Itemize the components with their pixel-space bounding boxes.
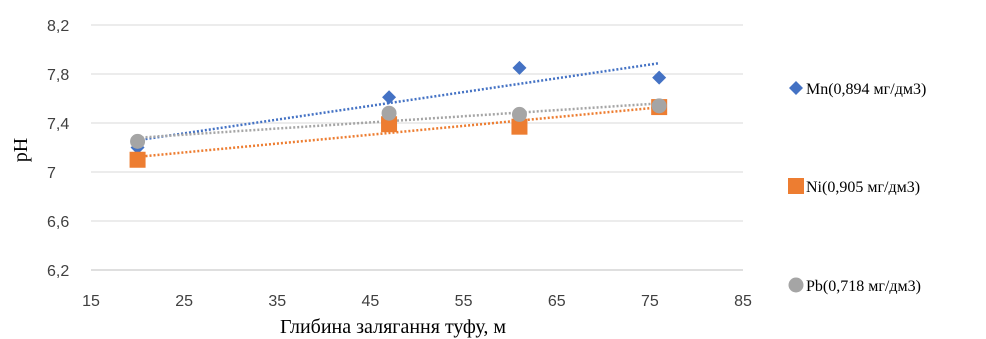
x-tick-label: 25 (175, 293, 193, 310)
y-tick-label: 8,2 (47, 18, 69, 35)
data-point-square (381, 116, 398, 133)
gridlines (91, 24, 743, 222)
data-points (129, 60, 668, 168)
x-axis-title: Глибина залягання туфу, м (280, 316, 506, 338)
y-tick-label: 6,6 (47, 214, 69, 231)
x-tick-label: 85 (734, 293, 752, 310)
trendlines (137, 61, 660, 159)
data-point-diamond (652, 70, 667, 85)
legend-label: Pb(0,718 мг/дм3) (806, 278, 921, 295)
y-axis-title: pH (10, 138, 32, 162)
x-tick-label: 75 (641, 293, 659, 310)
trendline-diamond (137, 61, 660, 142)
trendline-circle (137, 102, 660, 139)
data-point-square (129, 151, 146, 168)
data-point-diamond (512, 60, 527, 75)
x-tick-label: 55 (455, 293, 473, 310)
data-point-circle (511, 106, 527, 122)
data-point-circle (651, 98, 667, 114)
trendline-square (137, 106, 660, 159)
data-point-square (511, 118, 528, 135)
data-point-circle (381, 105, 397, 121)
x-tick-label: 45 (362, 293, 380, 310)
data-point-diamond (382, 90, 397, 105)
y-tick-label: 7,4 (47, 116, 69, 133)
y-tick-label: 6,2 (47, 263, 69, 280)
legend-marker-square (788, 178, 804, 194)
legend: Mn(0,894 мг/дм3) Ni(0,905 мг/дм3) Pb(0,718… (788, 81, 926, 295)
legend-marker-diamond (789, 81, 803, 95)
y-tick-label: 7,8 (47, 67, 69, 84)
x-tick-label: 15 (82, 293, 100, 310)
tick-labels: 6,2 6,6 7 7,4 7,8 8,2 15 25 35 45 55 65 75 85 (47, 18, 752, 310)
legend-label: Ni(0,905 мг/дм3) (806, 179, 920, 196)
x-tick-label: 35 (268, 293, 286, 310)
data-point-circle (130, 133, 146, 149)
legend-label: Mn(0,894 мг/дм3) (806, 81, 926, 98)
y-tick-label: 7 (47, 165, 56, 182)
legend-marker-circle (788, 277, 804, 293)
x-tick-label: 65 (548, 293, 566, 310)
